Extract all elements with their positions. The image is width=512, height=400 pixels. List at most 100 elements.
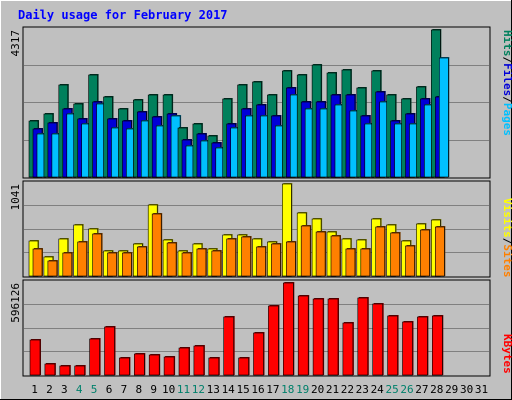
legend-visits: Visits	[501, 198, 512, 238]
day-label: 3	[61, 383, 68, 396]
panel-visits-max-label: 1041	[9, 184, 22, 211]
sites-bar	[300, 225, 312, 277]
kbytes-bar	[59, 365, 71, 376]
legend-sites: Sites	[501, 244, 512, 277]
day-label: 19	[296, 383, 309, 396]
day-label: 22	[341, 383, 354, 396]
panel-kbytes-bars	[29, 282, 444, 376]
sites-bar	[390, 232, 401, 277]
day-label: 25	[385, 383, 398, 396]
sites-bar	[434, 226, 446, 277]
panel-kbytes-max-label: 596126	[9, 283, 22, 323]
day-label: 9	[150, 383, 157, 396]
kbytes-bar	[372, 303, 384, 376]
sites-bar	[137, 246, 148, 277]
day-label: 13	[207, 383, 220, 396]
legend-sep: /	[501, 238, 512, 245]
sites-bar	[271, 243, 282, 277]
sites-bar	[241, 236, 252, 277]
legend-sep: /	[501, 96, 512, 103]
sites-bar	[47, 260, 58, 277]
kbytes-bar	[327, 298, 339, 376]
legend-sep: /	[501, 57, 512, 64]
day-label: 1	[31, 383, 38, 396]
kbytes-bar	[342, 322, 354, 376]
day-label: 27	[415, 383, 428, 396]
kbytes-bar	[89, 338, 101, 376]
kbytes-bar	[44, 363, 56, 376]
sites-bar	[151, 213, 163, 277]
day-label: 16	[251, 383, 264, 396]
panel-kbytes-legend: KBytes	[501, 334, 512, 374]
kbytes-bar	[104, 326, 116, 376]
sites-bar	[166, 242, 178, 277]
kbytes-bar	[134, 353, 146, 376]
sites-bar	[77, 241, 88, 277]
day-label: 26	[400, 383, 413, 396]
kbytes-bar	[312, 298, 325, 376]
kbytes-bar	[297, 295, 310, 376]
kbytes-bar	[417, 316, 429, 376]
kbytes-bar	[402, 321, 414, 376]
day-label: 30	[460, 383, 473, 396]
legend-hits: Hits	[501, 30, 512, 57]
day-label: 28	[430, 383, 443, 396]
day-label: 5	[91, 383, 98, 396]
panel-requests-max-label: 4317	[9, 30, 22, 57]
kbytes-bar	[387, 315, 399, 376]
legend-pages: Pages	[501, 103, 512, 136]
sites-bar	[196, 248, 207, 277]
day-axis-labels: 1 2 3 4 5 6 7 8 9 10 11 12 13 14 15 16 17 18 19 20 21 22 23 24 2…	[31, 383, 488, 396]
sites-bar	[107, 252, 118, 277]
day-label: 24	[371, 383, 385, 396]
sites-bar	[211, 250, 222, 277]
kbytes-bar	[253, 332, 265, 376]
panel-requests: 4317 Hits/Files/Pages	[9, 26, 512, 179]
day-label: 29	[445, 383, 458, 396]
kbytes-bar	[208, 357, 220, 376]
kbytes-bar	[148, 354, 161, 376]
panel-requests-legend: Hits/Files/Pages	[501, 30, 512, 136]
day-label: 6	[106, 383, 113, 396]
sites-bar	[420, 229, 431, 277]
sites-bar	[92, 233, 103, 277]
kbytes-bar	[178, 347, 190, 376]
sites-bar	[181, 252, 192, 277]
pages-bar	[438, 57, 450, 178]
sites-bar	[330, 235, 341, 277]
legend-files: Files	[501, 63, 512, 96]
sites-bar	[256, 246, 267, 277]
day-label: 7	[121, 383, 128, 396]
day-label: 11	[177, 383, 190, 396]
day-label: 18	[281, 383, 294, 396]
sites-bar	[375, 226, 386, 277]
day-label: 8	[135, 383, 142, 396]
kbytes-bar	[119, 357, 131, 376]
sites-bar	[315, 231, 327, 277]
panel-visits-bars	[28, 183, 446, 277]
chart-title: Daily usage for February 2017	[18, 8, 228, 22]
day-label: 17	[266, 383, 279, 396]
day-label: 4	[76, 383, 83, 396]
panel-kbytes: 596126 KBytes	[9, 279, 512, 377]
kbytes-bar	[268, 305, 280, 376]
sites-bar	[62, 252, 73, 277]
day-label: 23	[356, 383, 369, 396]
day-label: 12	[192, 383, 205, 396]
legend-kbytes: KBytes	[501, 334, 512, 374]
sites-bar	[285, 241, 297, 277]
day-label: 2	[46, 383, 53, 396]
panel-visits-legend: Visits/Sites	[501, 198, 512, 278]
day-label: 15	[236, 383, 249, 396]
kbytes-bar	[357, 297, 369, 376]
sites-bar	[32, 248, 43, 277]
kbytes-bar	[282, 282, 295, 376]
day-label: 20	[311, 383, 324, 396]
panel-visits: 1041 Visits/Sites	[9, 180, 512, 278]
kbytes-bar	[74, 365, 86, 376]
panel-requests-bars	[28, 29, 450, 178]
day-label: 14	[222, 383, 236, 396]
day-label: 10	[162, 383, 175, 396]
kbytes-bar	[29, 339, 41, 376]
day-label: 21	[326, 383, 339, 396]
